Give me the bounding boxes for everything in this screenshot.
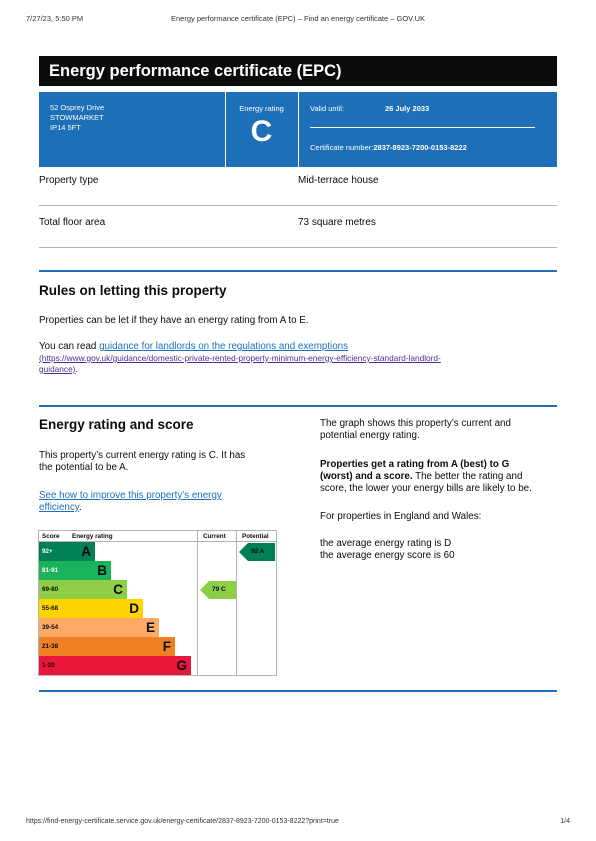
epc-title-bar: Energy performance certificate (EPC) bbox=[39, 56, 557, 86]
section-divider bbox=[39, 270, 557, 272]
current-rating-arrow: 79 C bbox=[200, 581, 236, 599]
rating-heading: Energy rating and score bbox=[39, 417, 194, 432]
certificate-number-label: Certificate number: bbox=[310, 143, 374, 152]
header-divider bbox=[39, 541, 276, 542]
epc-summary-panel: 52 Osprey Drive STOWMARKET IP14 5FT Ener… bbox=[39, 92, 557, 167]
band-score-range: 1-20 bbox=[39, 656, 67, 675]
floor-area-label: Total floor area bbox=[39, 217, 106, 228]
score-column-header: Score bbox=[42, 533, 60, 540]
potential-column-header: Potential bbox=[242, 533, 269, 540]
graph-text-line: potential energy rating. bbox=[320, 430, 420, 441]
rating-band-d: 55-68 D bbox=[39, 599, 143, 618]
property-type-row: Property type Mid-terrace house bbox=[39, 164, 557, 206]
section-divider bbox=[39, 405, 557, 407]
energy-rating-letter: C bbox=[250, 115, 273, 148]
average-score: the average energy score is 60 bbox=[320, 550, 455, 561]
address-line: STOWMARKET bbox=[50, 113, 104, 122]
band-score-range: 55-68 bbox=[39, 599, 67, 618]
rating-band-f: 21-38 F bbox=[39, 637, 175, 656]
landlord-guidance-url-continued[interactable]: guidance) bbox=[39, 364, 76, 374]
certificate-number: Certificate number:2837-8923-7200-0153-8… bbox=[310, 143, 467, 152]
floor-area-row: Total floor area 73 square metres bbox=[39, 206, 557, 248]
graph-description: The graph shows this property’s current … bbox=[320, 418, 511, 442]
address-line: 52 Osprey Drive bbox=[50, 103, 105, 112]
rating-band-e: 39-54 E bbox=[39, 618, 159, 637]
averages: the average energy rating is D the avera… bbox=[320, 538, 455, 562]
divider bbox=[310, 127, 535, 128]
rating-band-b: 81-91 B bbox=[39, 561, 111, 580]
rating-explanation-bold: Properties get a rating from A (best) to… bbox=[320, 459, 510, 470]
band-bar: B bbox=[67, 561, 111, 580]
band-letter: F bbox=[162, 639, 171, 654]
rating-band-g: 1-20 G bbox=[39, 656, 191, 675]
period: . bbox=[75, 364, 78, 374]
band-score-range: 69-80 bbox=[39, 580, 67, 599]
band-bar: F bbox=[67, 637, 175, 656]
rating-explanation-text: score, the lower your energy bills are l… bbox=[320, 483, 532, 494]
floor-area-value: 73 square metres bbox=[298, 217, 376, 228]
rating-band-c: 69-80 C bbox=[39, 580, 127, 599]
landlord-guidance-paragraph: You can read guidance for landlords on t… bbox=[39, 341, 529, 375]
england-wales-label: For properties in England and Wales: bbox=[320, 511, 482, 522]
improve-efficiency-link[interactable]: See how to improve this property’s energ… bbox=[39, 490, 222, 501]
current-rating-line: the potential to be A. bbox=[39, 462, 129, 473]
valid-until-date: 26 July 2033 bbox=[385, 104, 430, 113]
page-title: Energy performance certificate (EPC) bbox=[49, 62, 342, 80]
rating-explanation-text: The better the rating and bbox=[412, 471, 523, 482]
print-datetime: 7/27/23, 5:50 PM bbox=[26, 14, 84, 23]
energy-rating-column-header: Energy rating bbox=[72, 533, 113, 540]
column-divider bbox=[236, 531, 237, 675]
address-line: IP14 5FT bbox=[50, 123, 81, 132]
landlord-guidance-link[interactable]: guidance for landlords on the regulation… bbox=[99, 341, 349, 352]
improve-paragraph: See how to improve this property’s energ… bbox=[39, 490, 222, 514]
band-letter: G bbox=[176, 658, 187, 673]
property-address: 52 Osprey Drive STOWMARKET IP14 5FT bbox=[50, 103, 104, 133]
print-url: https://find-energy-certificate.service.… bbox=[26, 818, 339, 825]
rating-band-a: 92+ A bbox=[39, 542, 95, 561]
band-bar: E bbox=[67, 618, 159, 637]
graph-text-line: The graph shows this property’s current … bbox=[320, 418, 511, 429]
energy-rating-chart: Score Energy rating Current Potential 92… bbox=[38, 530, 277, 676]
rating-explanation: Properties get a rating from A (best) to… bbox=[320, 459, 532, 495]
divider bbox=[298, 92, 299, 167]
band-letter: B bbox=[97, 563, 107, 578]
section-divider bbox=[39, 690, 557, 692]
band-letter: C bbox=[113, 582, 123, 597]
page-number: 1/4 bbox=[560, 818, 570, 825]
band-score-range: 39-54 bbox=[39, 618, 67, 637]
band-score-range: 81-91 bbox=[39, 561, 67, 580]
divider bbox=[225, 92, 226, 167]
property-type-value: Mid-terrace house bbox=[298, 175, 379, 186]
period: . bbox=[78, 502, 82, 513]
band-bar: D bbox=[67, 599, 143, 618]
band-bar: A bbox=[67, 542, 95, 561]
band-bar: C bbox=[67, 580, 127, 599]
valid-until-label: Valid until: bbox=[310, 104, 345, 113]
read-prefix: You can read bbox=[39, 341, 100, 352]
print-page-title: Energy performance certificate (EPC) – F… bbox=[170, 14, 425, 23]
energy-rating-label: Energy rating bbox=[239, 104, 284, 113]
landlord-guidance-url[interactable]: (https://www.gov.uk/guidance/domestic-pr… bbox=[39, 353, 441, 363]
property-type-label: Property type bbox=[39, 175, 99, 186]
current-column-header: Current bbox=[203, 533, 226, 540]
band-bar: G bbox=[67, 656, 191, 675]
band-score-range: 92+ bbox=[39, 542, 67, 561]
improve-efficiency-link-continued[interactable]: efficiency bbox=[39, 502, 79, 513]
current-rating-arrow-label: 79 C bbox=[212, 586, 226, 593]
rating-explanation-bold: (worst) and a score. bbox=[320, 471, 413, 482]
letting-heading: Rules on letting this property bbox=[39, 283, 227, 298]
band-letter: E bbox=[145, 620, 155, 635]
band-letter: D bbox=[129, 601, 139, 616]
band-letter: A bbox=[81, 544, 91, 559]
current-rating-text: This property’s current energy rating is… bbox=[39, 450, 245, 474]
letting-text: Properties can be let if they have an en… bbox=[39, 315, 309, 326]
band-score-range: 21-38 bbox=[39, 637, 67, 656]
certificate-number-value: 2837-8923-7200-0153-8222 bbox=[373, 143, 467, 152]
average-rating: the average energy rating is D bbox=[320, 538, 452, 549]
potential-rating-arrow: 92 A bbox=[239, 543, 275, 561]
current-rating-line: This property’s current energy rating is… bbox=[39, 450, 246, 461]
column-divider bbox=[197, 531, 198, 675]
potential-rating-arrow-label: 92 A bbox=[251, 548, 265, 555]
